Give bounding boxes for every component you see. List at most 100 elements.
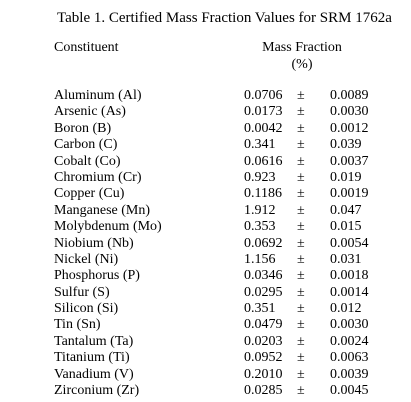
uncertainty-value: 0.0054	[330, 235, 369, 251]
constituent-name: Chromium (Cr)	[54, 169, 142, 185]
constituent-name: Phosphorus (P)	[54, 268, 140, 284]
mass-fraction-value: 1.912	[244, 202, 276, 218]
uncertainty-value: 0.039	[330, 137, 362, 153]
plus-minus-symbol: ±	[297, 366, 305, 382]
plus-minus-symbol: ±	[297, 251, 305, 267]
uncertainty-value: 0.012	[330, 301, 362, 317]
mass-fraction-value: 0.2010	[244, 366, 283, 382]
uncertainty-value: 0.0089	[330, 88, 369, 103]
mass-fraction-value: 0.0479	[244, 317, 283, 333]
plus-minus-symbol: ±	[297, 137, 305, 153]
column-header-constituent: Constituent	[54, 40, 119, 55]
uncertainty-value: 0.0014	[330, 284, 369, 300]
table-row: Tantalum (Ta) 0.0203 ±0.0024	[0, 334, 411, 350]
constituent-name: Boron (B)	[54, 120, 112, 136]
uncertainty-value: 0.031	[330, 251, 362, 267]
plus-minus-symbol: ±	[297, 104, 305, 120]
constituent-name: Carbon (C)	[54, 137, 118, 153]
constituent-name: Vanadium (V)	[54, 366, 134, 382]
table-row: Tin (Sn) 0.0479 ±0.0030	[0, 317, 411, 333]
plus-minus-symbol: ±	[297, 333, 305, 349]
table-row: Phosphorus (P) 0.0346 ±0.0018	[0, 268, 411, 284]
plus-minus-symbol: ±	[297, 301, 305, 317]
plus-minus-symbol: ±	[297, 383, 305, 399]
mass-fraction-value: 0.0692	[244, 235, 283, 251]
mass-fraction-value: 0.351	[244, 301, 276, 317]
table-row: Titanium (Ti) 0.0952 ±0.0063	[0, 350, 411, 366]
table-body: Aluminum (Al) 0.0706 ±0.0089 Arsenic (As) 0.…	[0, 88, 411, 399]
constituent-name: Titanium (Ti)	[54, 350, 130, 366]
mass-fraction-value: 0.0295	[244, 284, 283, 300]
mass-fraction-value: 0.0203	[244, 333, 283, 349]
table-row: Molybdenum (Mo) 0.353 ±0.015	[0, 219, 411, 235]
uncertainty-value: 0.047	[330, 202, 362, 218]
table-row: Manganese (Mn) 1.912 ±0.047	[0, 203, 411, 219]
constituent-name: Sulfur (S)	[54, 284, 110, 300]
plus-minus-symbol: ±	[297, 235, 305, 251]
mass-fraction-value: 0.353	[244, 219, 276, 235]
mass-fraction-value: 0.923	[244, 169, 276, 185]
table-title: Table 1. Certified Mass Fraction Values …	[57, 10, 392, 26]
column-header-unit: (%)	[291, 57, 313, 72]
plus-minus-symbol: ±	[297, 120, 305, 136]
plus-minus-symbol: ±	[297, 88, 305, 103]
constituent-name: Tin (Sn)	[54, 317, 101, 333]
mass-fraction-value: 1.156	[244, 251, 276, 267]
table-row: Silicon (Si) 0.351 ±0.012	[0, 301, 411, 317]
constituent-name: Arsenic (As)	[54, 104, 126, 120]
table-row: Chromium (Cr) 0.923 ±0.019	[0, 170, 411, 186]
table-row: Vanadium (V) 0.2010 ±0.0039	[0, 367, 411, 383]
mass-fraction-value: 0.341	[244, 137, 276, 153]
constituent-name: Silicon (Si)	[54, 301, 119, 317]
uncertainty-value: 0.0039	[330, 366, 369, 382]
mass-fraction-value: 0.0706	[244, 88, 283, 103]
table-row: Cobalt (Co) 0.0616 ±0.0037	[0, 154, 411, 170]
table-row: Nickel (Ni) 1.156 ±0.031	[0, 252, 411, 268]
uncertainty-value: 0.0045	[330, 383, 369, 399]
mass-fraction-value: 0.0042	[244, 120, 283, 136]
uncertainty-value: 0.0030	[330, 104, 369, 120]
uncertainty-value: 0.0063	[330, 350, 369, 366]
plus-minus-symbol: ±	[297, 268, 305, 284]
table-row: Boron (B) 0.0042 ±0.0012	[0, 121, 411, 137]
table-row: Zirconium (Zr) 0.0285 ±0.0045	[0, 383, 411, 399]
uncertainty-value: 0.0024	[330, 333, 369, 349]
mass-fraction-value: 0.0285	[244, 383, 283, 399]
plus-minus-symbol: ±	[297, 219, 305, 235]
plus-minus-symbol: ±	[297, 202, 305, 218]
uncertainty-value: 0.0019	[330, 186, 369, 202]
constituent-name: Tantalum (Ta)	[54, 333, 134, 349]
constituent-name: Cobalt (Co)	[54, 153, 121, 169]
constituent-name: Manganese (Mn)	[54, 202, 151, 218]
uncertainty-value: 0.0012	[330, 120, 369, 136]
uncertainty-value: 0.015	[330, 219, 362, 235]
table-row: Aluminum (Al) 0.0706 ±0.0089	[0, 88, 411, 104]
table-row: Arsenic (As) 0.0173 ±0.0030	[0, 104, 411, 120]
table-row: Copper (Cu) 0.1186 ±0.0019	[0, 186, 411, 202]
mass-fraction-value: 0.0346	[244, 268, 283, 284]
constituent-name: Niobium (Nb)	[54, 235, 134, 251]
uncertainty-value: 0.0037	[330, 153, 369, 169]
table-row: Sulfur (S) 0.0295 ±0.0014	[0, 285, 411, 301]
plus-minus-symbol: ±	[297, 350, 305, 366]
mass-fraction-value: 0.1186	[244, 186, 282, 202]
constituent-name: Molybdenum (Mo)	[54, 219, 162, 235]
plus-minus-symbol: ±	[297, 169, 305, 185]
uncertainty-value: 0.0018	[330, 268, 369, 284]
plus-minus-symbol: ±	[297, 153, 305, 169]
constituent-name: Zirconium (Zr)	[54, 383, 140, 399]
plus-minus-symbol: ±	[297, 186, 305, 202]
constituent-name: Aluminum (Al)	[54, 88, 142, 103]
mass-fraction-value: 0.0616	[244, 153, 283, 169]
table-row: Carbon (C) 0.341 ±0.039	[0, 137, 411, 153]
plus-minus-symbol: ±	[297, 317, 305, 333]
column-header-mass-fraction: Mass Fraction	[262, 40, 342, 55]
constituent-name: Nickel (Ni)	[54, 251, 119, 267]
plus-minus-symbol: ±	[297, 284, 305, 300]
constituent-name: Copper (Cu)	[54, 186, 125, 202]
uncertainty-value: 0.0030	[330, 317, 369, 333]
uncertainty-value: 0.019	[330, 169, 362, 185]
mass-fraction-value: 0.0952	[244, 350, 283, 366]
mass-fraction-value: 0.0173	[244, 104, 283, 120]
